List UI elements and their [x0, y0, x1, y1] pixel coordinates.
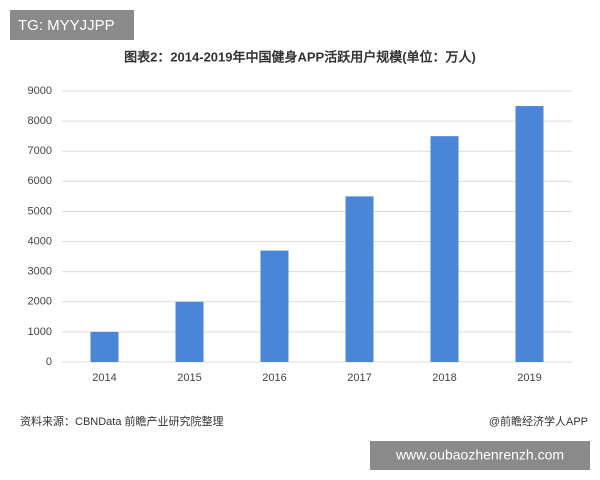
badge-box — [10, 10, 134, 40]
y-tick-label: 6000 — [28, 175, 52, 187]
footer-url: www.oubaozhenrenzh.com — [395, 447, 564, 463]
bar — [430, 136, 459, 362]
y-tick-label: 8000 — [28, 115, 52, 127]
bar — [175, 301, 204, 362]
bar — [90, 331, 119, 362]
x-tick-label: 2014 — [92, 372, 116, 384]
y-tick-label: 0 — [46, 356, 52, 368]
x-tick-label: 2019 — [517, 372, 541, 384]
y-tick-label: 2000 — [28, 296, 52, 308]
y-tick-label: 5000 — [28, 205, 52, 217]
y-tick-label: 4000 — [28, 235, 52, 247]
chart-title: 图表2：2014-2019年中国健身APP活跃用户规模(单位：万人) — [124, 49, 476, 64]
y-tick-label: 9000 — [28, 85, 52, 97]
y-tick-label: 7000 — [28, 145, 52, 157]
y-tick-label: 1000 — [28, 326, 52, 338]
x-tick-label: 2016 — [262, 372, 286, 384]
source: 资料来源：CBNData 前瞻产业研究院整理 — [20, 414, 224, 428]
url-box — [370, 441, 590, 470]
bar — [515, 106, 544, 362]
credit: @前瞻经济学人APP — [489, 414, 588, 428]
bar — [260, 250, 289, 362]
x-tick-label: 2018 — [432, 372, 456, 384]
y-tick-label: 3000 — [28, 266, 52, 278]
x-tick-label: 2015 — [177, 372, 201, 384]
bar — [345, 196, 374, 362]
x-tick-label: 2017 — [347, 372, 371, 384]
badge: TG: MYYJJPP — [18, 17, 115, 34]
